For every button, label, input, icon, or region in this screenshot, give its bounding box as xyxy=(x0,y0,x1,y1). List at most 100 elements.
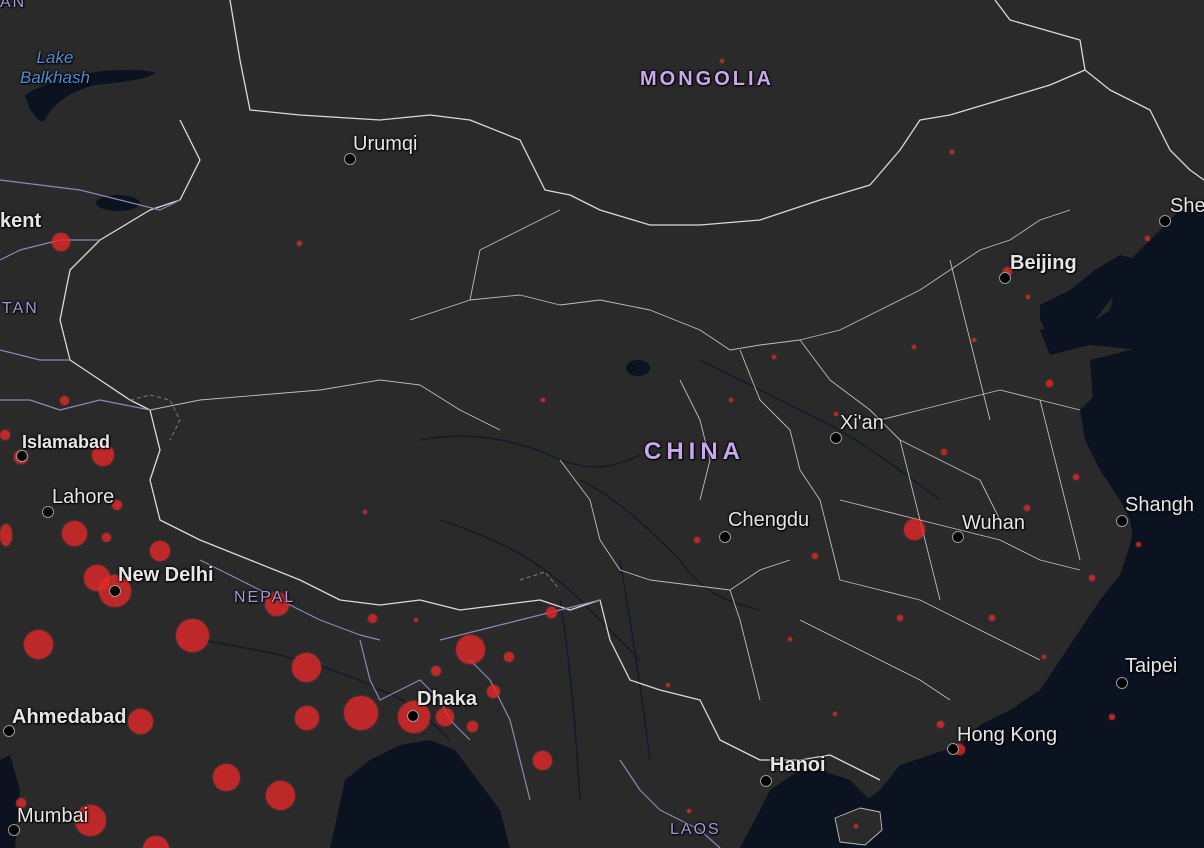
case-bubble[interactable] xyxy=(1026,295,1030,299)
city-marker-wuhan[interactable] xyxy=(952,531,964,543)
city-label-mumbai[interactable]: Mumbai xyxy=(17,805,89,827)
case-bubble[interactable] xyxy=(363,510,367,514)
case-bubble[interactable] xyxy=(1042,655,1046,659)
city-marker-hanoi[interactable] xyxy=(760,775,772,787)
case-bubble[interactable] xyxy=(344,696,378,730)
case-bubble[interactable] xyxy=(414,618,418,622)
case-bubble[interactable] xyxy=(0,524,12,546)
case-bubble[interactable] xyxy=(295,706,319,730)
case-bubble[interactable] xyxy=(954,744,965,755)
case-bubble[interactable] xyxy=(972,338,976,342)
case-bubble[interactable] xyxy=(1109,714,1115,720)
case-bubble[interactable] xyxy=(812,553,818,559)
case-bubble[interactable] xyxy=(213,764,240,791)
case-bubble[interactable] xyxy=(24,630,53,659)
case-bubble[interactable] xyxy=(897,615,903,621)
case-bubble[interactable] xyxy=(62,521,87,546)
case-bubble[interactable] xyxy=(904,519,925,540)
issyk-kul xyxy=(96,195,140,211)
case-bubble[interactable] xyxy=(504,652,514,662)
case-bubble[interactable] xyxy=(989,615,995,621)
case-bubble[interactable] xyxy=(1136,542,1141,547)
city-label-new-delhi[interactable]: New Delhi xyxy=(118,564,214,586)
case-bubble[interactable] xyxy=(1024,505,1030,511)
city-marker-taipei[interactable] xyxy=(1116,677,1128,689)
city-label-dhaka[interactable]: Dhaka xyxy=(417,688,478,710)
case-bubble[interactable] xyxy=(292,653,321,682)
case-bubble[interactable] xyxy=(546,607,557,618)
city-marker-dhaka[interactable] xyxy=(407,710,419,722)
city-label-hanoi[interactable]: Hanoi xyxy=(770,754,826,776)
case-bubble[interactable] xyxy=(368,614,377,623)
city-label-lahore[interactable]: Lahore xyxy=(52,486,115,508)
china-mongolia-border xyxy=(229,0,1086,226)
city-marker-new-delhi[interactable] xyxy=(109,585,121,597)
case-bubble[interactable] xyxy=(297,241,302,246)
case-bubble[interactable] xyxy=(694,537,700,543)
city-label-urumqi[interactable]: Urumqi xyxy=(353,133,418,155)
case-bubble[interactable] xyxy=(941,449,947,455)
city-marker-xian[interactable] xyxy=(830,432,842,444)
city-label-hong-kong[interactable]: Hong Kong xyxy=(957,724,1058,746)
city-marker-chengdu[interactable] xyxy=(719,531,731,543)
case-bubble[interactable] xyxy=(1046,380,1053,387)
case-bubble[interactable] xyxy=(1073,474,1079,480)
city-marker-shanghai[interactable] xyxy=(1116,515,1128,527)
city-label-xian[interactable]: Xi'an xyxy=(840,412,884,434)
case-bubble[interactable] xyxy=(772,355,776,359)
city-marker-ahmedabad[interactable] xyxy=(3,725,15,737)
case-bubble[interactable] xyxy=(60,396,69,405)
city-marker-hong-kong[interactable] xyxy=(947,743,959,755)
case-bubble[interactable] xyxy=(729,398,733,402)
case-bubble[interactable] xyxy=(176,619,209,652)
case-bubble[interactable] xyxy=(937,721,944,728)
case-bubble[interactable] xyxy=(854,824,858,828)
case-bubble[interactable] xyxy=(533,751,552,770)
case-bubble[interactable] xyxy=(456,635,485,664)
city-marker-lahore[interactable] xyxy=(42,506,54,518)
city-marker-beijing[interactable] xyxy=(999,272,1011,284)
case-bubble[interactable] xyxy=(266,781,295,810)
city-marker-shenyang[interactable] xyxy=(1159,215,1171,227)
city-label-chengdu[interactable]: Chengdu xyxy=(728,509,810,531)
case-bubble[interactable] xyxy=(128,709,153,734)
case-bubble[interactable] xyxy=(666,683,670,687)
case-bubble[interactable] xyxy=(834,412,838,416)
city-label-tashkent[interactable]: kent xyxy=(0,210,42,232)
case-bubble[interactable] xyxy=(687,809,691,813)
city-label-taipei[interactable]: Taipei xyxy=(1125,655,1178,677)
case-bubble[interactable] xyxy=(75,805,106,836)
case-bubble[interactable] xyxy=(52,233,70,251)
case-bubble[interactable] xyxy=(833,712,837,716)
case-bubble[interactable] xyxy=(143,836,169,848)
city-label-islamabad[interactable]: Islamabad xyxy=(22,432,111,452)
case-bubble[interactable] xyxy=(467,721,478,732)
case-bubble[interactable] xyxy=(92,444,114,466)
city-label-shenyang[interactable]: She xyxy=(1170,195,1204,217)
case-bubble[interactable] xyxy=(720,59,724,63)
case-bubble[interactable] xyxy=(1003,267,1012,276)
city-label-ahmedabad[interactable]: Ahmedabad xyxy=(12,706,127,728)
case-bubble[interactable] xyxy=(788,637,792,641)
case-bubble[interactable] xyxy=(0,430,10,440)
city-marker-mumbai[interactable] xyxy=(8,824,20,836)
case-bubble[interactable] xyxy=(541,398,545,402)
case-bubble[interactable] xyxy=(150,541,170,561)
case-bubble[interactable] xyxy=(265,592,289,616)
case-bubble[interactable] xyxy=(487,685,500,698)
city-marker-urumqi[interactable] xyxy=(344,153,356,165)
case-bubble[interactable] xyxy=(1145,236,1150,241)
case-bubble[interactable] xyxy=(1089,575,1095,581)
city-marker-islamabad[interactable] xyxy=(16,450,28,462)
city-label-beijing[interactable]: Beijing xyxy=(1010,252,1077,274)
case-bubble[interactable] xyxy=(431,666,441,676)
case-bubble[interactable] xyxy=(912,345,916,349)
case-bubble[interactable] xyxy=(436,708,454,726)
case-bubble[interactable] xyxy=(950,150,954,154)
case-bubble[interactable] xyxy=(112,500,122,510)
case-bubble[interactable] xyxy=(102,533,111,542)
city-label-wuhan[interactable]: Wuhan xyxy=(962,512,1026,534)
case-bubble[interactable] xyxy=(16,798,26,808)
city-label-shanghai[interactable]: Shangh xyxy=(1125,494,1194,516)
